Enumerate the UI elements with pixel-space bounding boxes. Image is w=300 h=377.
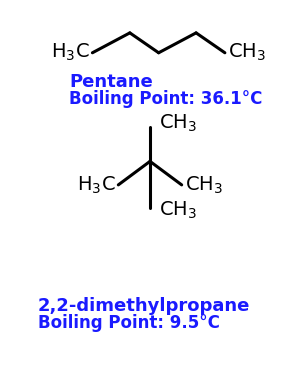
Text: Pentane: Pentane [69, 73, 153, 91]
Text: CH$_3$: CH$_3$ [184, 174, 223, 196]
Text: CH$_3$: CH$_3$ [159, 199, 197, 221]
Text: 2,2-dimethylpropane: 2,2-dimethylpropane [38, 297, 250, 315]
Text: Boiling Point: 36.1°C: Boiling Point: 36.1°C [69, 90, 263, 108]
Text: H$_3$C: H$_3$C [77, 174, 116, 196]
Text: Boiling Point: 9.5°C: Boiling Point: 9.5°C [38, 314, 220, 332]
Text: CH$_3$: CH$_3$ [228, 42, 266, 63]
Text: H$_3$C: H$_3$C [51, 42, 89, 63]
Text: CH$_3$: CH$_3$ [159, 113, 197, 134]
